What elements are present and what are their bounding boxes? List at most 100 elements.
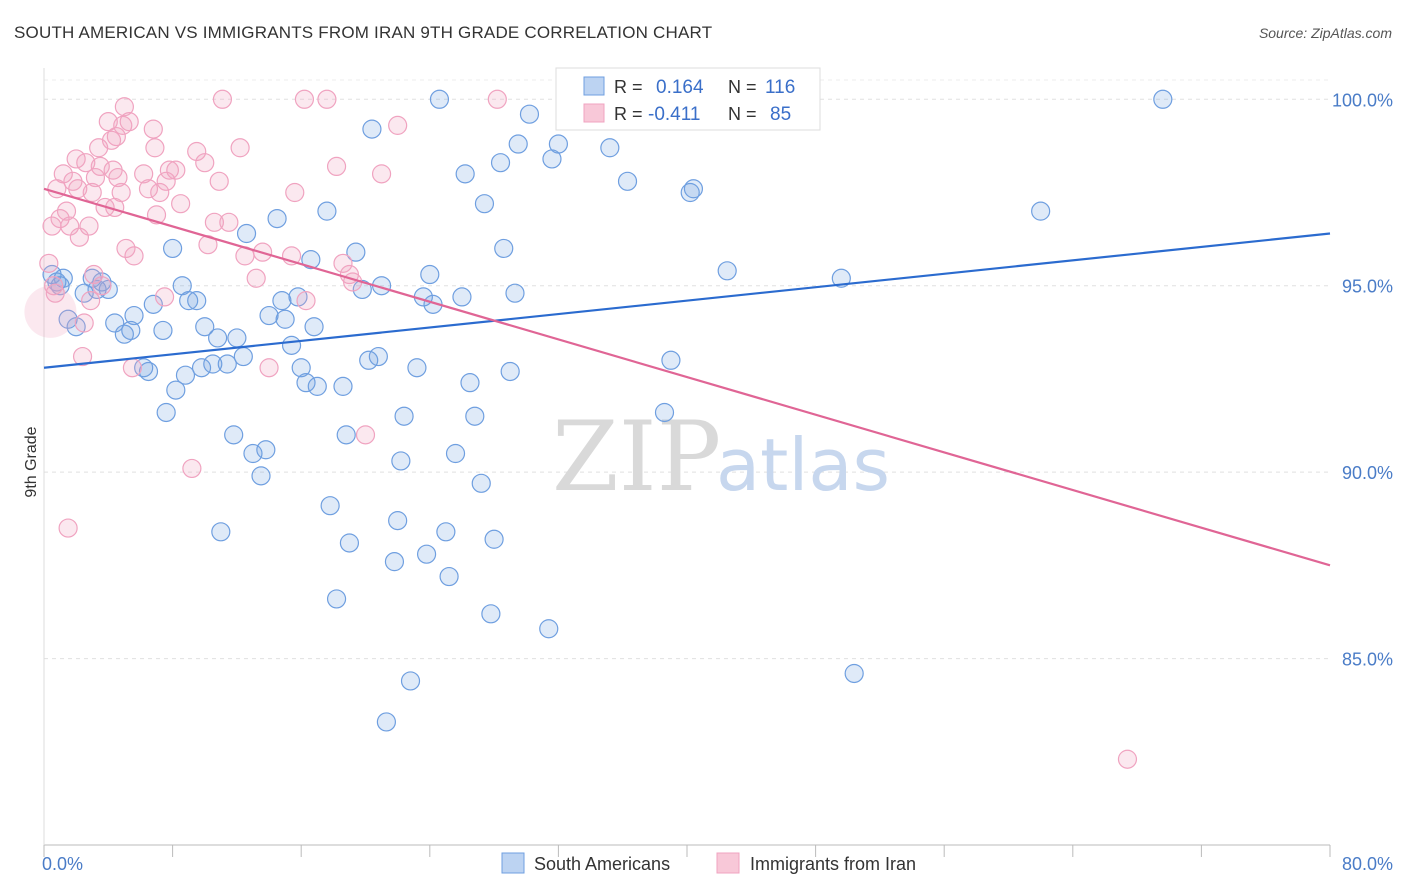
- data-point: [275, 309, 295, 329]
- data-point: [272, 291, 292, 311]
- data-point: [388, 115, 408, 135]
- data-point: [301, 250, 321, 270]
- data-point: [187, 141, 207, 162]
- data-point: [227, 328, 247, 348]
- x-tick-label-max: 80.0%: [1342, 854, 1393, 874]
- data-point: [56, 201, 77, 221]
- data-point: [108, 167, 128, 188]
- data-point: [211, 522, 231, 542]
- data-point: [195, 317, 215, 337]
- data-point: [84, 264, 104, 285]
- data-point: [204, 212, 224, 232]
- data-point: [539, 619, 559, 639]
- data-point: [326, 589, 347, 609]
- data-point: [150, 182, 170, 203]
- data-point: [187, 291, 207, 311]
- data-point: [487, 89, 507, 109]
- data-point: [121, 320, 141, 341]
- data-point: [39, 253, 59, 273]
- data-point: [600, 138, 620, 158]
- data-point: [143, 119, 163, 139]
- data-point: [179, 291, 199, 311]
- data-point: [85, 167, 106, 188]
- data-point: [307, 376, 327, 396]
- data-point: [436, 522, 456, 542]
- trend-layer: [43, 187, 1331, 567]
- data-point: [346, 242, 366, 262]
- data-point: [114, 97, 134, 117]
- data-point: [145, 138, 165, 158]
- data-point: [717, 261, 737, 281]
- data-point: [505, 283, 525, 303]
- data-point: [166, 160, 186, 180]
- data-point: [256, 440, 276, 460]
- data-point: [203, 354, 223, 374]
- data-point: [362, 119, 382, 139]
- data-point: [212, 89, 233, 109]
- data-point: [209, 171, 229, 191]
- data-point: [53, 268, 73, 288]
- data-point: [439, 566, 459, 587]
- data-point: [230, 138, 250, 158]
- data-point: [163, 238, 183, 259]
- y-tick-label-90: 90.0%: [1342, 463, 1393, 483]
- data-point: [339, 533, 360, 553]
- data-point: [474, 194, 495, 214]
- data-point: [44, 276, 64, 296]
- data-point: [296, 373, 316, 393]
- data-point: [844, 663, 864, 684]
- data-point: [333, 376, 353, 396]
- data-point: [420, 264, 440, 285]
- data-point: [519, 104, 540, 124]
- data-point: [124, 246, 144, 266]
- data-point: [171, 194, 191, 214]
- bottom-legend-swatch-iran: [716, 852, 740, 874]
- data-point: [654, 402, 675, 423]
- data-point: [333, 253, 353, 273]
- watermark: ZIP atlas: [552, 401, 890, 513]
- data-point: [1031, 201, 1051, 221]
- data-point: [116, 238, 136, 259]
- data-point: [81, 291, 101, 311]
- bottom-legend-swatch-south-americans: [501, 852, 525, 874]
- data-point: [90, 156, 110, 176]
- data-point: [233, 346, 253, 367]
- data-point: [58, 309, 78, 329]
- data-point: [72, 346, 93, 367]
- data-point: [445, 443, 466, 464]
- bottom-legend-label-iran: Immigrants from Iran: [750, 854, 916, 874]
- data-point: [246, 268, 266, 288]
- legend-swatch-south-americans: [583, 76, 605, 96]
- data-point: [159, 160, 179, 180]
- data-point: [494, 238, 514, 259]
- data-point: [98, 112, 118, 132]
- data-point: [267, 209, 287, 229]
- data-point: [138, 361, 159, 382]
- data-point: [217, 354, 237, 374]
- data-point: [182, 458, 202, 479]
- data-point: [460, 373, 480, 393]
- data-point: [191, 358, 212, 378]
- series-0: [42, 89, 1173, 732]
- data-point: [66, 149, 86, 169]
- data-point: [376, 712, 396, 732]
- data-point: [74, 283, 94, 303]
- trend-line-0: [43, 232, 1331, 369]
- data-point: [294, 89, 315, 109]
- watermark-atlas: atlas: [716, 423, 890, 507]
- data-point: [394, 406, 414, 426]
- data-point: [156, 402, 176, 423]
- data-point: [259, 305, 279, 326]
- data-point: [484, 529, 504, 549]
- data-point: [119, 112, 139, 132]
- data-point: [683, 179, 704, 199]
- data-point: [371, 164, 392, 184]
- bottom-legend-label-south-americans: South Americans: [534, 854, 670, 874]
- data-point: [465, 406, 485, 426]
- data-point: [143, 294, 163, 314]
- data-point: [296, 291, 316, 311]
- legend-swatch-iran: [583, 103, 605, 123]
- legend-n-value-2: 85: [770, 104, 791, 125]
- data-point: [58, 518, 78, 538]
